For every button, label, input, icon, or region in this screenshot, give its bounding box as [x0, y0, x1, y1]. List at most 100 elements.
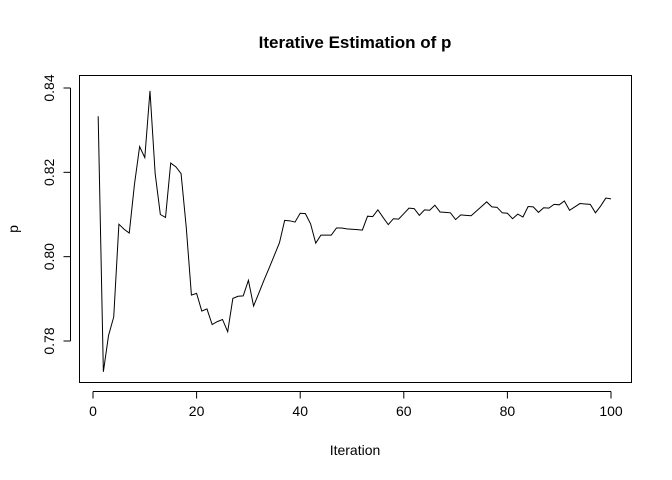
data-point: [320, 235, 321, 236]
data-point: [564, 200, 565, 201]
data-point: [294, 221, 295, 222]
data-point: [465, 215, 466, 216]
x-tick-label: 80: [500, 403, 516, 419]
data-point: [263, 280, 264, 281]
data-point: [134, 184, 135, 185]
data-point: [222, 319, 223, 320]
data-point: [341, 227, 342, 228]
data-point: [258, 293, 259, 294]
chart-title: Iterative Estimation of p: [259, 33, 452, 52]
data-point: [123, 229, 124, 230]
data-point: [336, 227, 337, 228]
data-point: [351, 229, 352, 230]
data-point: [139, 146, 140, 147]
data-point: [538, 212, 539, 213]
data-point: [103, 371, 104, 372]
data-point: [569, 210, 570, 211]
data-point: [471, 215, 472, 216]
data-point: [372, 216, 373, 217]
data-point: [408, 208, 409, 209]
data-point: [439, 211, 440, 212]
data-point: [326, 235, 327, 236]
data-point: [585, 203, 586, 204]
data-point: [600, 205, 601, 206]
data-point: [118, 224, 119, 225]
data-point: [579, 203, 580, 204]
y-tick-label: 0.82: [41, 158, 57, 185]
data-point: [232, 298, 233, 299]
x-tick-label: 100: [599, 403, 623, 419]
data-point: [460, 214, 461, 215]
data-point: [382, 217, 383, 218]
data-point: [149, 90, 150, 91]
data-point: [357, 229, 358, 230]
data-point: [269, 267, 270, 268]
data-point: [595, 212, 596, 213]
plot-frame: [79, 75, 632, 383]
data-points: [98, 90, 612, 372]
data-point: [496, 207, 497, 208]
data-point: [424, 209, 425, 210]
data-point: [476, 211, 477, 212]
data-point: [227, 331, 228, 332]
data-point: [398, 219, 399, 220]
data-point: [362, 230, 363, 231]
y-tick-label: 0.80: [41, 243, 57, 270]
data-point: [605, 197, 606, 198]
data-point: [393, 218, 394, 219]
data-point: [434, 205, 435, 206]
data-point: [512, 218, 513, 219]
data-point: [310, 223, 311, 224]
data-point: [331, 235, 332, 236]
y-tick-label: 0.84: [41, 74, 57, 101]
data-point: [610, 198, 611, 199]
data-point: [253, 305, 254, 306]
data-point: [248, 280, 249, 281]
data-point: [274, 255, 275, 256]
data-point: [429, 210, 430, 211]
data-point: [502, 212, 503, 213]
data-point: [113, 316, 114, 317]
x-axis-label: Iteration: [330, 442, 381, 458]
data-point: [559, 204, 560, 205]
data-point: [533, 206, 534, 207]
data-point: [300, 213, 301, 214]
data-point: [175, 166, 176, 167]
data-point: [481, 206, 482, 207]
data-point: [160, 214, 161, 215]
data-point: [367, 216, 368, 217]
data-point: [217, 321, 218, 322]
x-tick-label: 20: [189, 403, 205, 419]
data-point: [445, 212, 446, 213]
x-tick-label: 60: [396, 403, 412, 419]
data-point: [491, 206, 492, 207]
data-point: [279, 242, 280, 243]
data-point: [403, 213, 404, 214]
data-point: [201, 310, 202, 311]
data-point: [212, 324, 213, 325]
data-point: [414, 208, 415, 209]
data-point: [548, 208, 549, 209]
data-point: [284, 220, 285, 221]
data-point: [450, 212, 451, 213]
data-point: [419, 215, 420, 216]
data-point: [144, 157, 145, 158]
data-point: [590, 204, 591, 205]
data-point: [346, 228, 347, 229]
data-point: [129, 232, 130, 233]
data-point: [206, 308, 207, 309]
data-point: [165, 217, 166, 218]
data-point: [237, 296, 238, 297]
data-point: [196, 293, 197, 294]
data-point: [180, 173, 181, 174]
data-point: [486, 201, 487, 202]
data-point: [98, 116, 99, 117]
data-point: [388, 224, 389, 225]
data-point: [191, 294, 192, 295]
y-tick-label: 0.78: [41, 327, 57, 354]
data-point: [377, 209, 378, 210]
data-point: [507, 213, 508, 214]
data-point: [155, 173, 156, 174]
data-point: [543, 207, 544, 208]
